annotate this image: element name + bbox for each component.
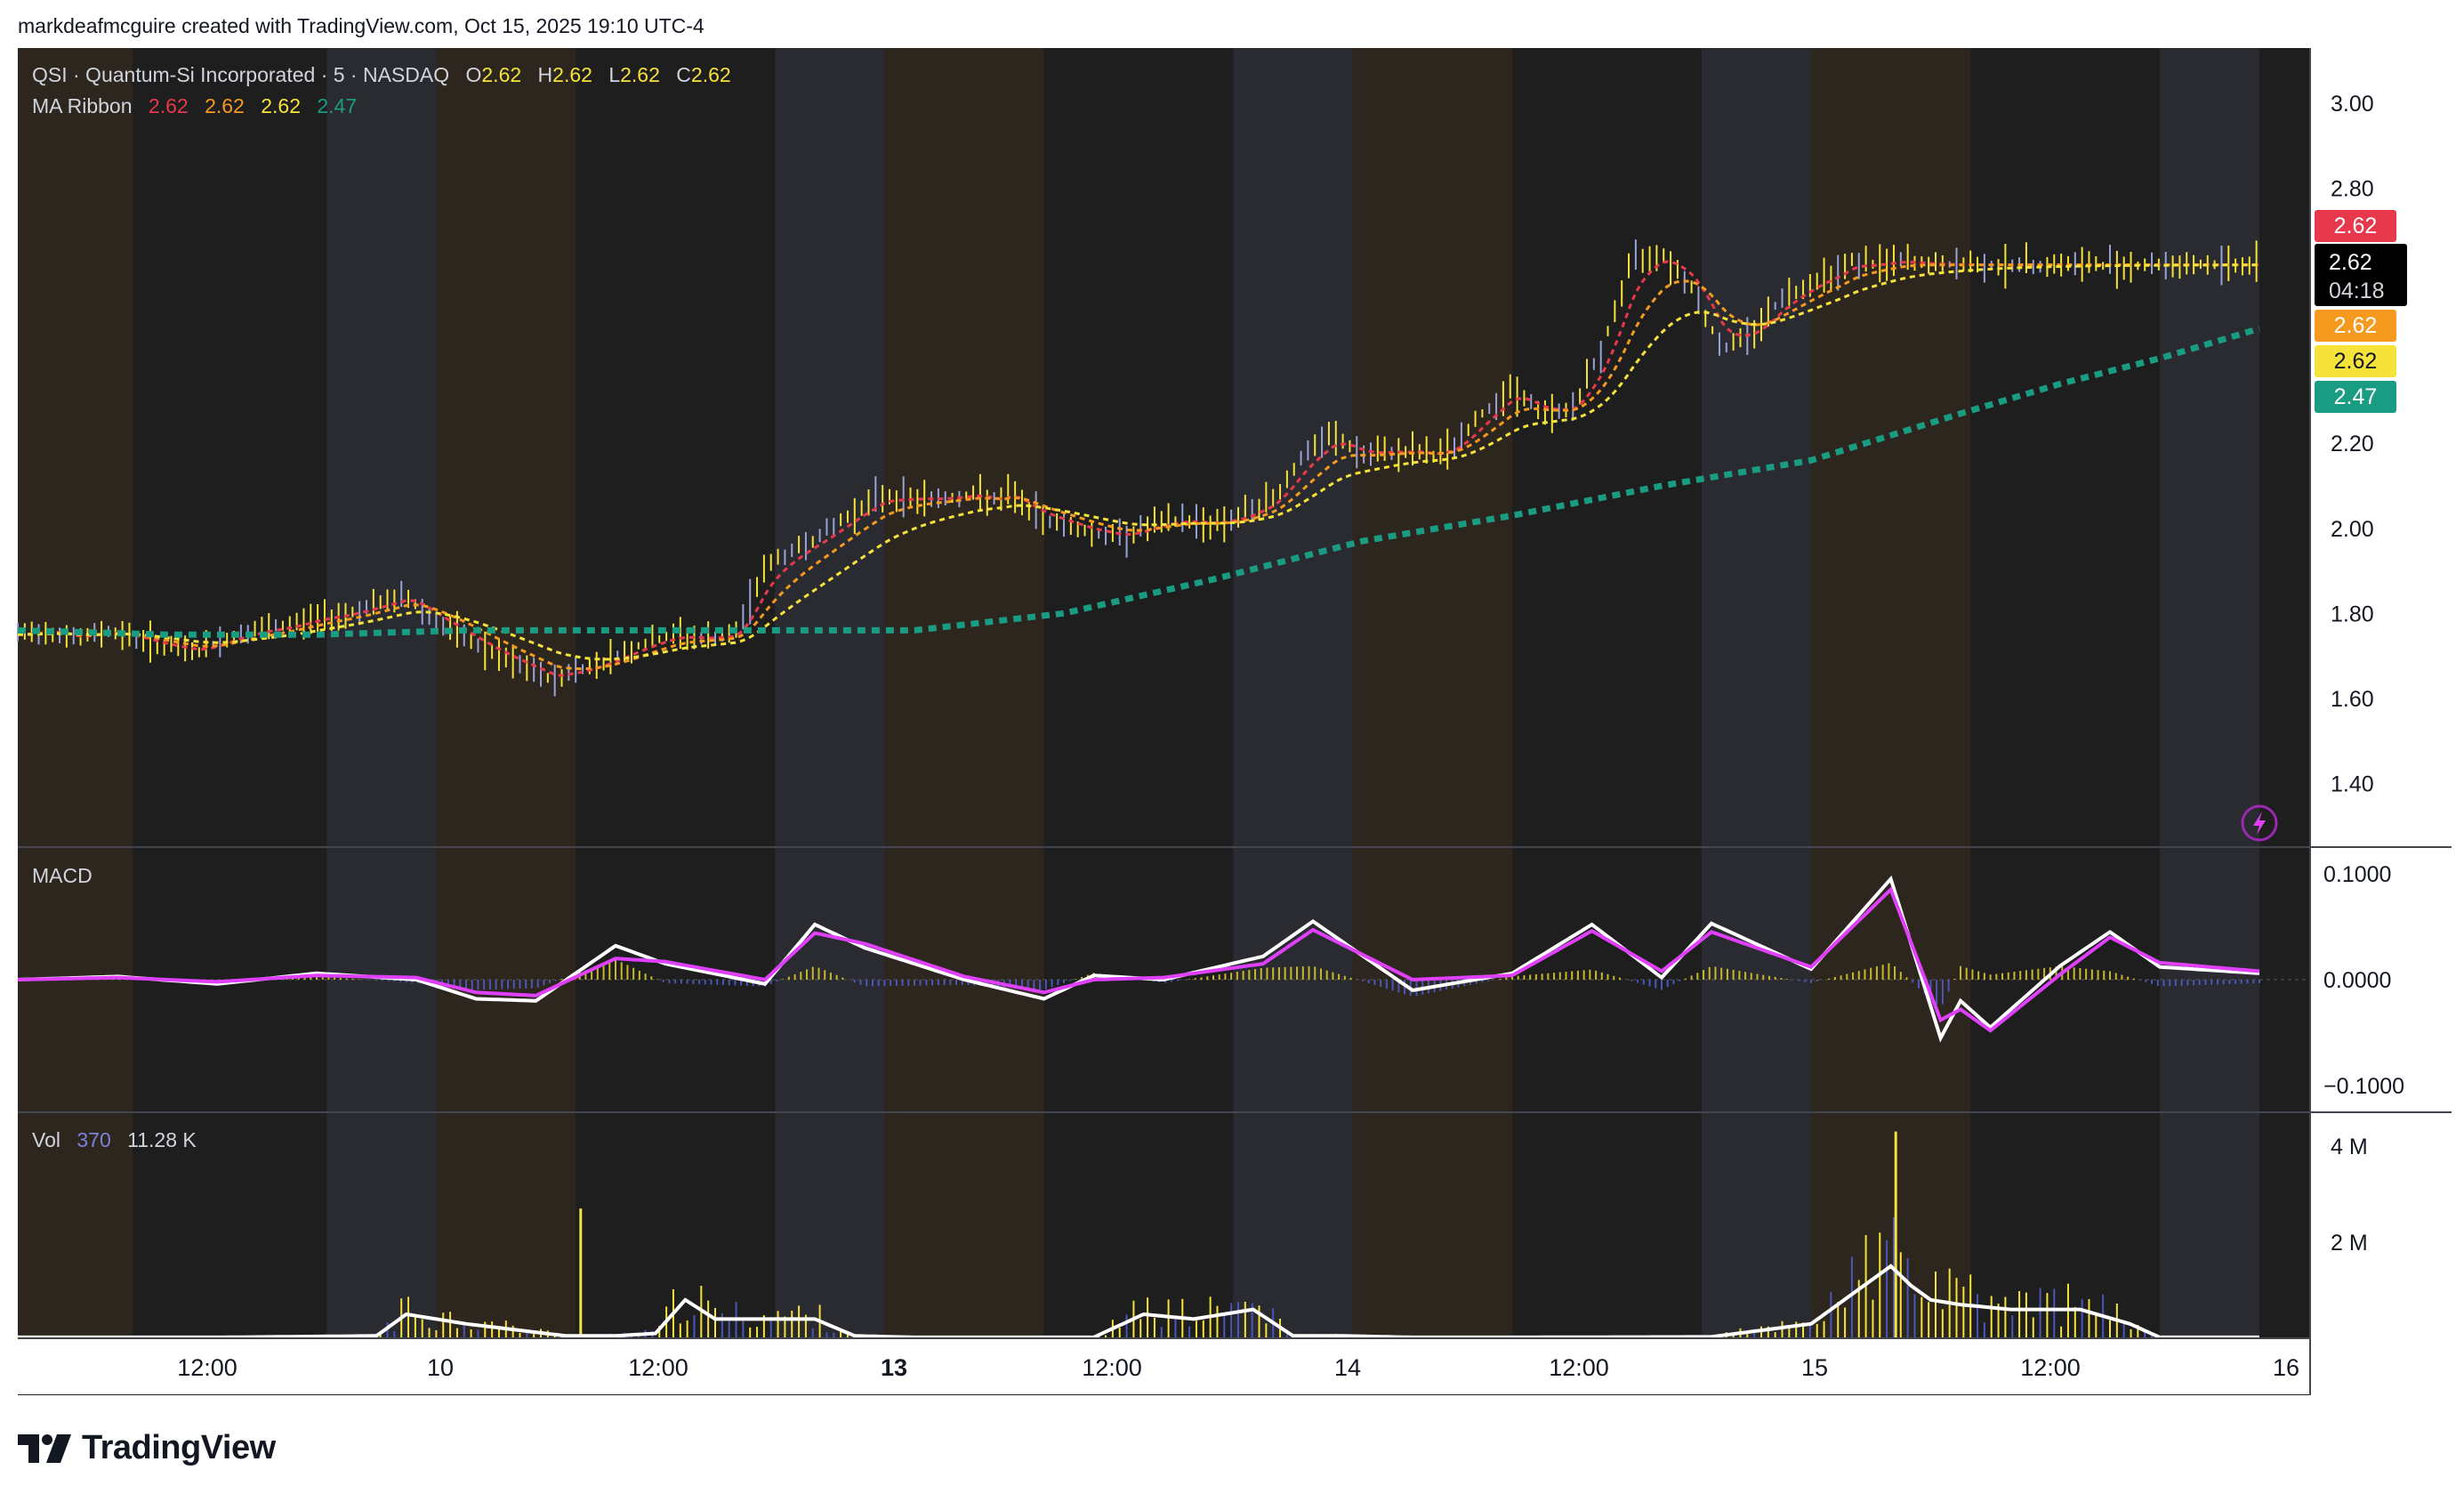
price-axis-tick-1: 1.60 [2331, 687, 2374, 712]
session-band-6 [1352, 48, 1512, 1338]
time-axis-tick-3: 13 [881, 1354, 907, 1381]
time-axis-tick-4: 12:00 [1082, 1354, 1142, 1381]
volume-value: 370 [76, 1128, 110, 1151]
price-axis-tick-3: 2.00 [2331, 517, 2374, 542]
session-band-7 [1701, 48, 1811, 1338]
close-label: C [676, 63, 691, 86]
high-value: 2.62 [552, 63, 592, 86]
price-scale-labels: 2.62 2.62 04:18 2.62 2.62 2.47 [2315, 210, 2407, 413]
price-axis-tick-2: 1.80 [2331, 602, 2374, 626]
volume-axis-tick-0: 4 M [2331, 1135, 2368, 1159]
price-axis-tick-8: 3.00 [2331, 92, 2374, 117]
session-band-4 [884, 48, 1044, 1338]
volume-ma-line [18, 1264, 2259, 1339]
tradingview-logo[interactable]: TradingView [18, 1429, 276, 1467]
session-band-9 [2160, 48, 2259, 1338]
volume-legend[interactable]: Vol 370 11.28 K [32, 1128, 197, 1151]
low-value: 2.62 [620, 63, 660, 86]
symbol-title: QSI · Quantum-Si Incorporated · 5 · NASD… [32, 63, 449, 86]
ma1-price-tag [2315, 210, 2396, 242]
time-axis-tick-0: 12:00 [177, 1354, 238, 1381]
ma2-price-tag [2315, 310, 2396, 342]
macd-pane [17, 875, 2310, 1043]
session-band-2 [436, 48, 576, 1338]
ma-ribbon-legend[interactable]: MA Ribbon 2.62 2.62 2.62 2.47 [32, 94, 357, 117]
macd-axis-tick-1: 0.0000 [2323, 968, 2391, 993]
time-axis-tick-1: 10 [427, 1354, 454, 1381]
volume-ma-value: 11.28 K [127, 1128, 197, 1151]
symbol-legend[interactable]: QSI · Quantum-Si Incorporated · 5 · NASD… [32, 63, 731, 86]
axes: 1.401.601.802.002.202.402.602.803.000.10… [18, 48, 2452, 1395]
tradingview-logo-icon [18, 1433, 71, 1463]
ma-slow-line [17, 325, 2261, 638]
price-axis-tick-4: 2.20 [2331, 432, 2374, 456]
time-axis-tick-8: 12:00 [2020, 1354, 2081, 1381]
ma4-price-text: 2.47 [2334, 384, 2378, 409]
session-backgrounds [18, 48, 2259, 1338]
session-band-5 [1233, 48, 1353, 1338]
ma3-price-tag [2315, 345, 2396, 377]
time-axis-tick-7: 15 [1801, 1354, 1828, 1381]
ma-value-4: 2.47 [317, 94, 357, 117]
last-price-text: 2.62 [2329, 250, 2372, 275]
ma1-price-text: 2.62 [2334, 214, 2378, 238]
open-label: O [466, 63, 482, 86]
session-band-0 [18, 48, 133, 1338]
close-value: 2.62 [691, 63, 731, 86]
price-axis-tick-7: 2.80 [2331, 177, 2374, 202]
volume-pane [17, 1131, 2259, 1339]
ma2-price-text: 2.62 [2334, 313, 2378, 338]
macd-axis-tick-2: −0.1000 [2323, 1074, 2404, 1099]
ma-fast-line-1 [17, 260, 2259, 677]
credit-text: markdeafmcguire created with TradingView… [18, 14, 705, 37]
session-band-1 [326, 48, 437, 1338]
tradingview-logo-text: TradingView [82, 1429, 276, 1466]
ma3-price-text: 2.62 [2334, 349, 2378, 374]
ma-value-2: 2.62 [205, 94, 245, 117]
open-value: 2.62 [481, 63, 521, 86]
session-band-3 [775, 48, 885, 1338]
ma4-price-tag [2315, 381, 2396, 413]
time-axis-tick-2: 12:00 [628, 1354, 688, 1381]
lightning-alert-icon[interactable] [2241, 804, 2278, 842]
macd-legend[interactable]: MACD [32, 864, 93, 887]
bar-countdown: 04:18 [2329, 279, 2385, 303]
time-axis-tick-9: 16 [2273, 1354, 2299, 1381]
high-label: H [538, 63, 553, 86]
signal-line [17, 886, 2260, 1033]
time-axis-tick-5: 14 [1334, 1354, 1361, 1381]
low-label: L [608, 63, 620, 86]
ma-fast-line-2 [17, 263, 2259, 671]
ma-value-3: 2.62 [261, 94, 301, 117]
session-band-8 [1811, 48, 1971, 1338]
price-axis-tick-0: 1.40 [2331, 771, 2374, 796]
last-price-tag [2315, 244, 2407, 306]
ma-fast-line-3 [17, 263, 2259, 661]
price-pane [17, 239, 2261, 697]
macd-axis-tick-0: 0.1000 [2323, 862, 2391, 887]
time-axis-background[interactable] [18, 1339, 2310, 1394]
ma-value-1: 2.62 [149, 94, 189, 117]
ma-ribbon-label: MA Ribbon [32, 94, 133, 117]
time-axis-tick-6: 12:00 [1549, 1354, 1609, 1381]
volume-axis-tick-1: 2 M [2331, 1231, 2368, 1256]
volume-label: Vol [32, 1128, 60, 1151]
